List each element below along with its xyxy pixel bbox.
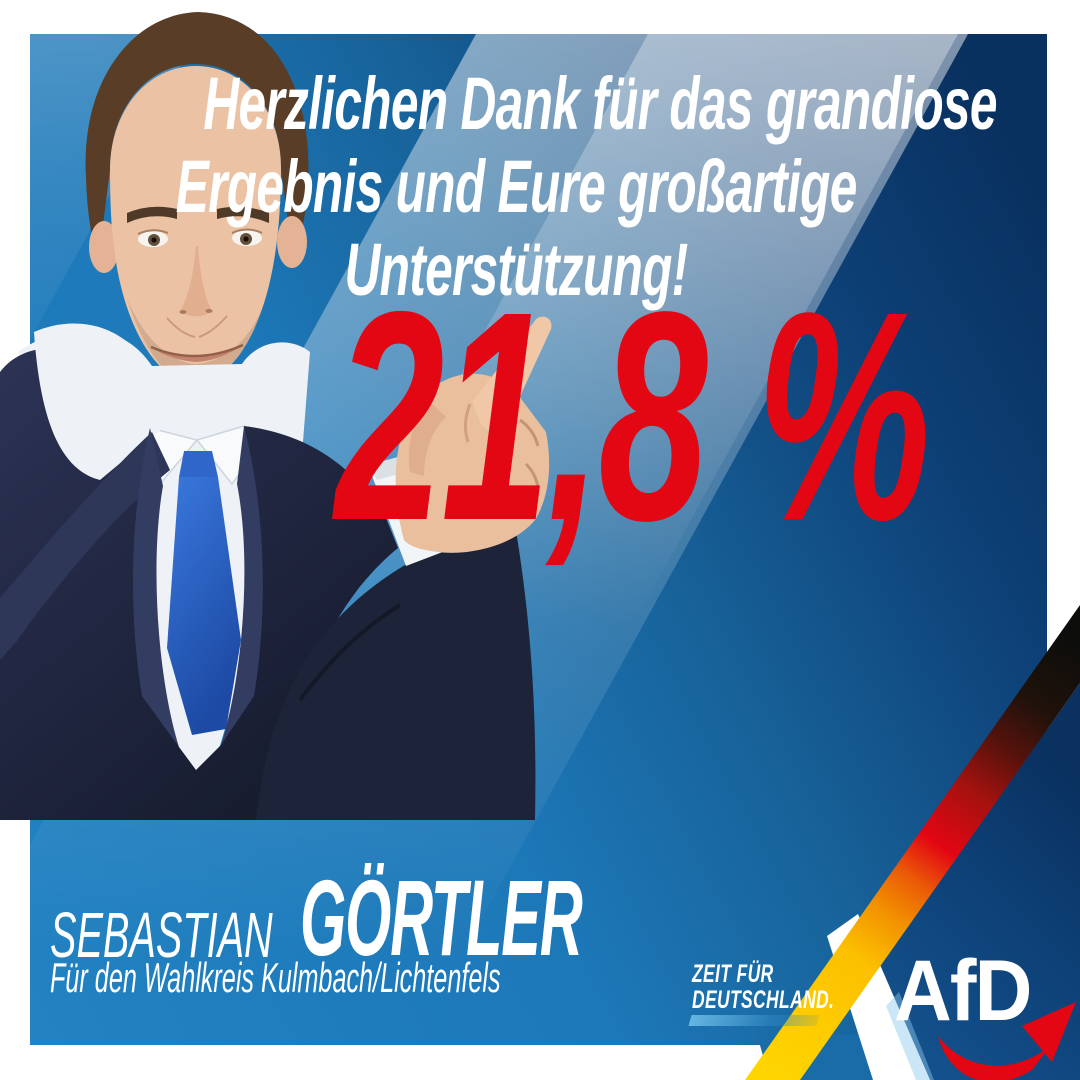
- slogan: ZEIT FÜR DEUTSCHLAND.: [692, 961, 895, 1013]
- slogan-underline-swoosh: [688, 1015, 820, 1026]
- candidate-wahlkreis: Für den Wahlkreis Kulmbach/Lichtenfels: [50, 954, 501, 1001]
- candidate-first-name: SEBASTIAN: [50, 899, 273, 971]
- afd-logo-wordmark: AfD: [894, 943, 1032, 1039]
- slogan-line-1: ZEIT FÜR: [692, 960, 774, 988]
- headline-line-1: Herzlichen Dank für das grandiose: [203, 62, 997, 145]
- slogan-line-2: DEUTSCHLAND.: [692, 986, 835, 1014]
- candidate-last-name: GÖRTLER: [300, 857, 583, 978]
- headline: Herzlichen Dank für das grandiose Ergebn…: [8, 62, 1025, 311]
- headline-line-2: Ergebnis und Eure großartige: [176, 145, 858, 228]
- result-percentage: 21,8 %: [335, 250, 931, 583]
- headline-line-3: Unterstützung!: [344, 228, 689, 311]
